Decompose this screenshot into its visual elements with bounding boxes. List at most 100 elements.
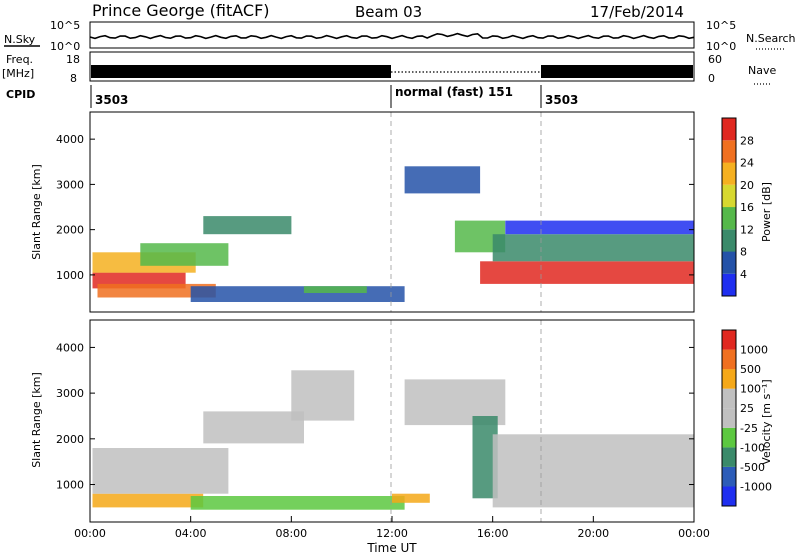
power-colorbar: 4 8 12 16 20 24 28 (721, 117, 754, 297)
noise-trace (89, 32, 695, 40)
ytick-label: 3000 (56, 178, 84, 191)
freq-band-segment-3 (541, 65, 693, 78)
date-label: 17/Feb/2014 (590, 3, 684, 21)
beam-label: Beam 03 (355, 3, 422, 21)
colorbar-tick-label: 25 (740, 402, 754, 415)
colorbar-tick-label: -25 (740, 422, 758, 435)
xtick-label: 16:00 (477, 527, 509, 540)
noise-right-ytick-low: 10^0 (706, 40, 736, 53)
ytick-label: 1000 (56, 269, 84, 282)
colorbar-segment (722, 184, 736, 208)
colorbar-tick-label: 100 (740, 383, 761, 396)
power-colorbar-label: Power [dB] (760, 182, 773, 242)
colorbar-segment (722, 369, 736, 389)
colorbar-segment (722, 349, 736, 370)
scatter-band-9 (492, 434, 694, 508)
freq-ytick-high: 18 (66, 53, 80, 66)
xtick-label: 00:00 (678, 527, 710, 540)
colorbar-tick-label: 8 (740, 246, 747, 259)
colorbar-frame (721, 117, 737, 297)
colorbar-segment (722, 427, 736, 448)
freq-band-segment-1 (91, 65, 391, 78)
colorbar-segment (722, 140, 736, 163)
nave-label: Nave (748, 64, 776, 77)
colorbar-segment (722, 466, 736, 487)
colorbar-segment (722, 207, 736, 230)
colorbar-tick-label: -500 (740, 461, 765, 474)
noise-panel: N.Sky 10^5 10^0 10^5 10^0 N.Search (4, 19, 796, 53)
xtick-label: 04:00 (175, 527, 207, 540)
colorbar-tick-label: -1000 (740, 480, 772, 493)
cpid-segment-3: 3503 (545, 93, 578, 107)
noise-right-label: N.Search (746, 32, 796, 45)
noise-ytick-low: 10^0 (50, 40, 80, 53)
scatter-band-5 (291, 370, 355, 421)
cpid-label: CPID (6, 88, 35, 101)
colorbar-tick-label: 1000 (740, 344, 768, 357)
colorbar-segment (722, 229, 736, 252)
colorbar-tick-label: 500 (740, 363, 761, 376)
colorbar-segment (722, 330, 736, 350)
scatter-band-2 (92, 448, 229, 494)
colorbar-tick-label: 4 (740, 268, 747, 281)
velocity-bands (92, 370, 694, 510)
power-ylabel: Slant Range [km] (30, 164, 43, 260)
scatter-band-6 (190, 286, 405, 302)
ytick-label: 1000 (56, 479, 84, 492)
power-panel-frame (89, 111, 695, 313)
colorbar-tick-label: 20 (740, 179, 754, 192)
power-panel: 1000 2000 3000 4000 Slant Range [km] 4 8 12 16… (30, 111, 773, 313)
cpid-segment-2: normal (fast) 151 (395, 85, 513, 99)
scatter-band-4 (140, 243, 229, 266)
colorbar-segment (722, 408, 736, 428)
cpid-row: CPID 3503 normal (fast) 151 3503 (6, 85, 578, 108)
velocity-colorbar-label: Velocity [m s⁻¹] (760, 379, 773, 464)
station-title: Prince George (fitACF) (92, 1, 270, 20)
nave-ytick-high: 60 (708, 53, 722, 66)
scatter-band-10 (480, 261, 694, 284)
scatter-band-6 (392, 493, 430, 503)
colorbar-segment (722, 251, 736, 274)
power-yticks: 1000 2000 3000 4000 (56, 133, 694, 282)
noise-panel-frame (89, 21, 695, 49)
colorbar-segment (722, 162, 736, 185)
colorbar-tick-label: 16 (740, 201, 754, 214)
scatter-band-11 (492, 234, 694, 262)
cpid-segment-1: 3503 (95, 93, 128, 107)
x-axis-label: Time UT (366, 541, 417, 554)
xtick-label: 12:00 (376, 527, 408, 540)
ytick-label: 4000 (56, 341, 84, 354)
scatter-band-5 (203, 216, 292, 235)
velocity-ylabel: Slant Range [km] (30, 372, 43, 468)
freq-left-label: Freq. (6, 53, 33, 66)
colorbar-segment (722, 447, 736, 467)
velocity-yticks: 1000 2000 3000 4000 (56, 341, 694, 492)
velocity-panel: 1000 2000 3000 4000 Slant Range [km] 1000 50… (30, 319, 773, 554)
colorbar-frame (721, 329, 737, 507)
scatter-band-12 (505, 220, 695, 235)
ytick-label: 2000 (56, 224, 84, 237)
colorbar-tick-label: 28 (740, 134, 754, 147)
colorbar-tick-label: 12 (740, 223, 754, 236)
power-bands (92, 166, 695, 302)
noise-left-label: N.Sky (4, 33, 36, 46)
scatter-band-3 (203, 411, 304, 444)
velocity-colorbar: 1000 500 100 25 -25 -100 -500 -1000 (721, 329, 772, 507)
noise-right-ytick-high: 10^5 (706, 19, 736, 32)
xtick-label: 20:00 (577, 527, 609, 540)
freq-left-unit: [MHz] (2, 67, 34, 80)
ytick-label: 2000 (56, 433, 84, 446)
time-axis-ticks: 00:00 04:00 08:00 12:00 16:00 20:00 00:00 (74, 516, 710, 540)
colorbar-segment (722, 486, 736, 506)
scatter-band-7 (303, 286, 367, 293)
xtick-label: 00:00 (74, 527, 106, 540)
scatter-band-1 (92, 493, 204, 508)
colorbar-tick-label: -100 (740, 441, 765, 454)
colorbar-segment (722, 388, 736, 409)
frequency-panel: Freq. [MHz] 18 8 60 0 Nave (2, 51, 776, 85)
freq-ytick-low: 8 (70, 72, 77, 85)
frequency-panel-frame (89, 51, 695, 82)
colorbar-segment (722, 118, 736, 141)
xtick-label: 08:00 (275, 527, 307, 540)
